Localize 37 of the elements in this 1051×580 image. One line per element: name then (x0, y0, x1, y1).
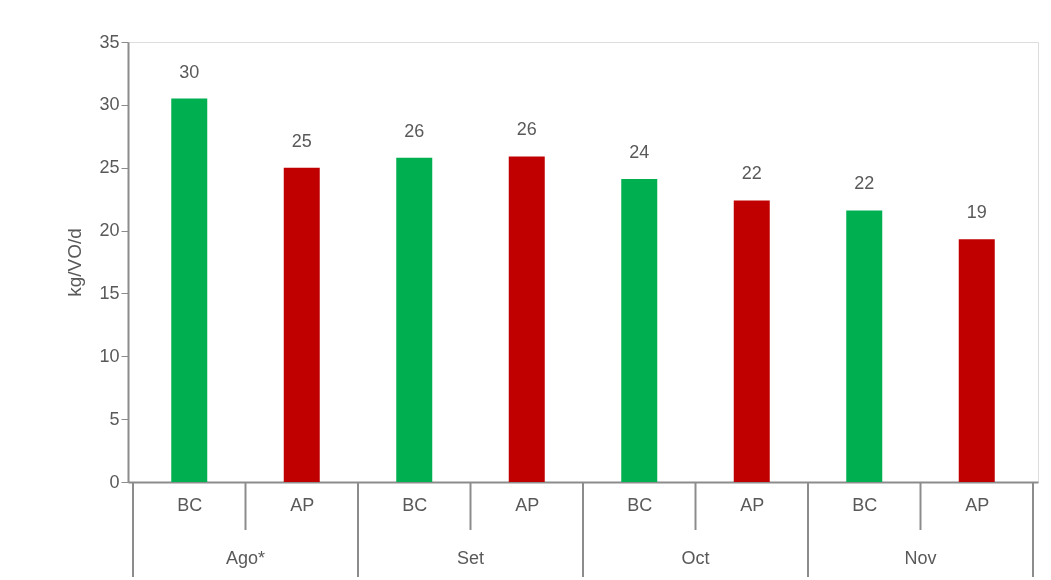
y-tick-label: 30 (99, 94, 120, 115)
x-tick-label: AP (740, 494, 765, 515)
x-tick-label: BC (852, 494, 878, 515)
x-tick-label: AP (515, 494, 540, 515)
data-label: 22 (741, 163, 762, 184)
x-tick-label: BC (627, 494, 653, 515)
text: Oct (681, 548, 710, 568)
bar (621, 179, 658, 482)
y-tick-label: 5 (109, 408, 120, 429)
text: Set (456, 548, 485, 568)
bar (508, 156, 545, 482)
y-tick-label: 10 (99, 345, 120, 366)
y-tick-label: 15 (99, 282, 120, 303)
y-axis-title: kg/VO/d (64, 228, 86, 297)
data-label: 26 (404, 120, 425, 141)
x-tick-label: BC (177, 494, 203, 515)
y-tick-label: 25 (99, 157, 120, 178)
data-label: 19 (966, 202, 987, 223)
x-tick-label: AP (290, 494, 315, 515)
data-label: 26 (516, 119, 537, 140)
y-tick-label: 0 (109, 471, 120, 492)
data-label: 25 (291, 130, 312, 151)
text: Ago* (225, 548, 266, 568)
bar (283, 167, 320, 482)
y-tick-label: 35 (99, 31, 120, 52)
bar (846, 210, 883, 482)
bar (958, 239, 995, 482)
bar (733, 200, 770, 482)
x-tick-label: AP (965, 494, 990, 515)
data-label: 22 (854, 173, 875, 194)
data-label: 24 (629, 142, 650, 163)
bar (396, 157, 433, 482)
x-tick-label: BC (402, 494, 428, 515)
text: Nov (904, 548, 937, 568)
bar (171, 98, 208, 482)
y-tick-label: 20 (99, 220, 120, 241)
data-label: 30 (179, 61, 200, 82)
